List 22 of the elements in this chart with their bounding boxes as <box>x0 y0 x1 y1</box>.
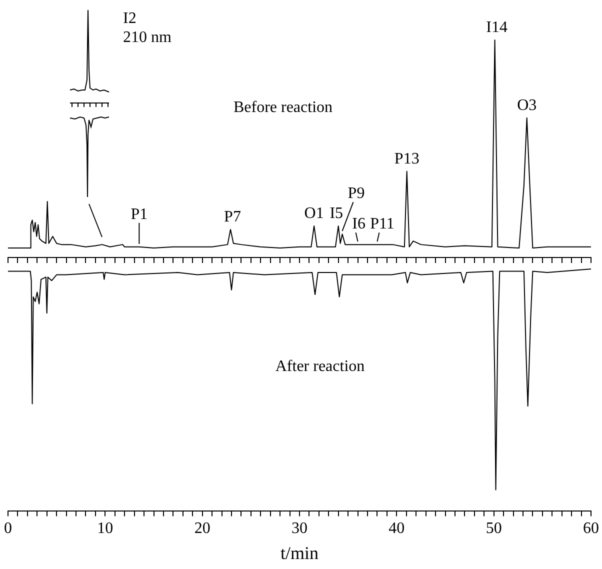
annotation: P7 <box>224 208 241 226</box>
annotation: After reaction <box>275 358 365 375</box>
x-tick-label: 0 <box>4 520 12 538</box>
annotation: 210 nm <box>123 29 172 46</box>
annotation: I6 <box>352 216 366 233</box>
annotation: P1 <box>130 206 148 223</box>
annotation: P9 <box>348 185 365 202</box>
x-tick-label: 60 <box>583 520 599 538</box>
x-tick-label: 10 <box>97 520 114 538</box>
x-tick-label: 20 <box>194 520 210 538</box>
x-tick-label: 40 <box>388 520 405 538</box>
annotation: O3 <box>517 96 537 114</box>
x-axis-title: t/min <box>280 542 319 563</box>
annotation: I5 <box>330 204 344 222</box>
annotation: I14 <box>486 18 508 36</box>
annotation: O1 <box>304 204 324 222</box>
annotation: P11 <box>370 216 394 233</box>
text: I2 <box>123 10 136 27</box>
x-tick-label: 30 <box>292 520 308 538</box>
annotation: P13 <box>394 150 420 168</box>
annotation: Before reaction <box>233 99 333 116</box>
x-tick-label: 50 <box>486 520 502 538</box>
